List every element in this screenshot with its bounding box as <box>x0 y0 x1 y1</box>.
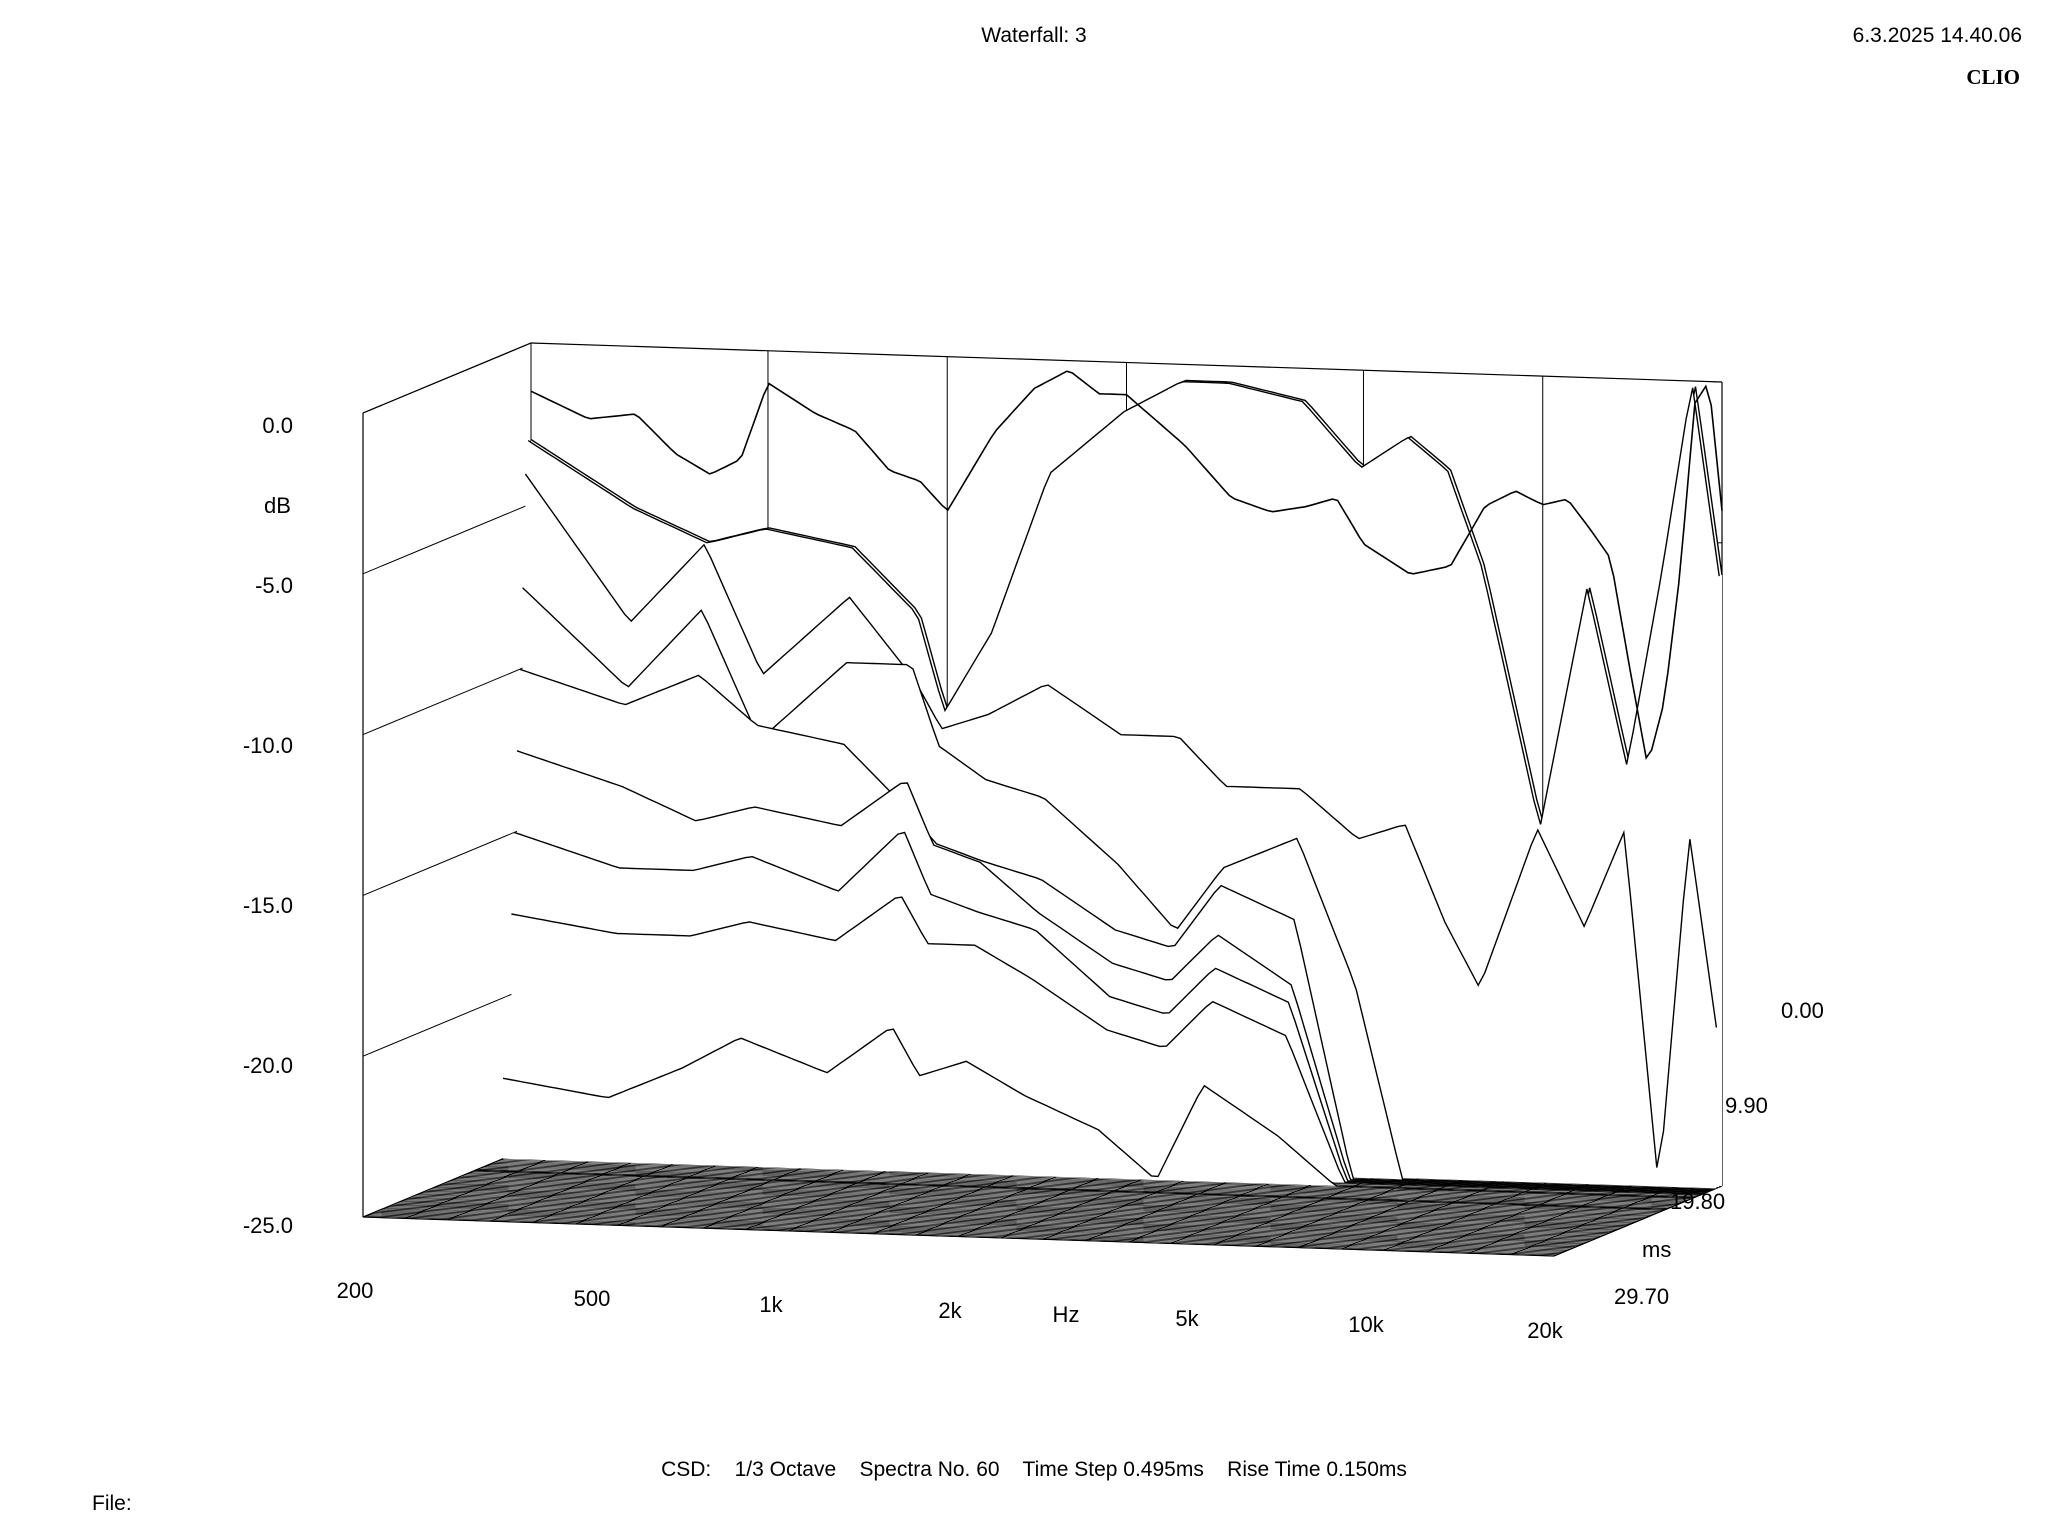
file-label: File: <box>92 1492 132 1515</box>
floor-time-gridline <box>396 1202 1588 1243</box>
x-axis-label: Hz <box>1052 1302 1080 1327</box>
x-tick-label: 500 <box>573 1286 611 1311</box>
x-tick-label: 20k <box>1527 1318 1563 1343</box>
floor-time-gridline <box>402 1200 1594 1241</box>
floor-time-gridline <box>432 1187 1625 1228</box>
floor-time-gridline <box>449 1180 1641 1221</box>
floor-time-gridline <box>435 1186 1627 1227</box>
decay-slices <box>474 370 1723 1210</box>
floor-time-gridline <box>460 1175 1653 1216</box>
x-tick-label: 2k <box>938 1298 962 1323</box>
floor-time-gridline <box>444 1182 1636 1223</box>
floor-time-gridline <box>463 1174 1655 1215</box>
floor-time-gridline <box>421 1192 1613 1232</box>
left-wall-db-gridline <box>362 342 532 414</box>
decay-spectrum-line <box>519 668 1711 1192</box>
y-tick-label: -15.0 <box>242 893 293 918</box>
floor-time-gridline <box>488 1164 1681 1204</box>
floor-time-gridline <box>379 1209 1571 1250</box>
floor-time-gridline <box>458 1176 1650 1217</box>
decay-spectrum-line <box>527 380 1720 825</box>
y-tick-label: -20.0 <box>242 1053 293 1078</box>
floor-time-gridline <box>427 1189 1619 1230</box>
floor-time-gridline <box>410 1196 1602 1237</box>
decay-spectrum-line <box>502 1028 1695 1199</box>
left-wall-db-gridline <box>362 503 532 575</box>
floor-time-gridline <box>469 1172 1661 1213</box>
floor-time-gridline <box>418 1193 1611 1234</box>
floor-time-gridline <box>365 1215 1557 1256</box>
y-axis-label: dB <box>264 493 291 518</box>
floor-time-gridline <box>382 1208 1574 1249</box>
floor-time-gridline <box>430 1188 1622 1229</box>
floor-time-gridline <box>466 1173 1658 1214</box>
floor-time-gridline <box>385 1207 1577 1248</box>
floor-time-gridline <box>407 1197 1599 1238</box>
floor-time-gridline <box>413 1195 1605 1236</box>
y-tick-label: -5.0 <box>255 573 293 598</box>
floor-time-gridline <box>404 1199 1597 1239</box>
x-tick-label: 5k <box>1175 1306 1199 1331</box>
floor-time-gridline <box>452 1179 1644 1220</box>
floor-time-gridline <box>483 1166 1675 1207</box>
floor-time-gridline <box>500 1159 1692 1200</box>
floor-time-gridline <box>491 1162 1683 1203</box>
time-tick-label: 9.90 <box>1725 1093 1768 1118</box>
time-tick-label: 19.80 <box>1670 1189 1726 1214</box>
floor-time-gridline <box>374 1211 1566 1252</box>
floor-time-gridline <box>424 1190 1616 1231</box>
decay-spectrum-line <box>474 1169 1667 1210</box>
decay-spectrum-line <box>524 473 1718 1168</box>
floor-time-gridline <box>446 1181 1639 1222</box>
left-wall-db-gridline <box>362 824 532 896</box>
floor-time-gridline <box>371 1213 1563 1253</box>
floor-time-gridline <box>441 1183 1633 1224</box>
floor-time-gridline <box>480 1167 1672 1208</box>
chart-title: Waterfall: 3 <box>981 24 1087 47</box>
brand-logo: CLIO <box>1966 65 2020 89</box>
x-tick-label: 10k <box>1348 1312 1384 1337</box>
time-tick-label: 0.00 <box>1781 998 1824 1023</box>
measurement-settings: CSD: 1/3 Octave Spectra No. 60 Time Step… <box>661 1458 1407 1481</box>
floor-time-gridline <box>455 1178 1647 1218</box>
floor-time-gridline <box>376 1210 1569 1251</box>
floor-time-gridline <box>390 1204 1583 1245</box>
left-wall-db-gridline <box>362 664 532 736</box>
decay-spectrum-line <box>522 587 1714 1191</box>
measurement-datetime: 6.3.2025 14.40.06 <box>1852 24 2022 47</box>
floor-time-gridline <box>399 1201 1591 1242</box>
floor-time-gridline <box>388 1206 1580 1246</box>
y-tick-label: -25.0 <box>242 1213 293 1238</box>
floor-time-gridline <box>497 1160 1689 1201</box>
time-axis-label: ms <box>1642 1237 1672 1262</box>
floor-time-gridline <box>393 1203 1585 1244</box>
floor-time-gridline <box>477 1168 1669 1209</box>
floor-time-gridline <box>416 1194 1608 1235</box>
floor-time-gridline <box>438 1185 1630 1225</box>
decay-spectrum-line <box>516 750 1709 1193</box>
time-tick-label: 29.70 <box>1614 1284 1670 1309</box>
floor-time-gridline <box>368 1214 1560 1255</box>
reference-spectrum-line <box>530 370 1723 760</box>
x-tick-label: 1k <box>759 1292 783 1317</box>
x-tick-label: 200 <box>336 1278 374 1303</box>
decay-spectrum-line <box>513 831 1706 1194</box>
floor-time-gridline <box>486 1165 1678 1206</box>
y-tick-label: 0.0 <box>262 413 293 438</box>
decay-spectrum-line <box>511 896 1703 1195</box>
floor-time-gridline <box>472 1171 1664 1211</box>
left-wall-db-gridline <box>362 985 532 1057</box>
floor-time-gridline <box>362 1216 1555 1257</box>
floor-time-gridline <box>494 1161 1686 1202</box>
slice-mask <box>503 1029 1694 1198</box>
y-tick-label: -10.0 <box>242 733 293 758</box>
